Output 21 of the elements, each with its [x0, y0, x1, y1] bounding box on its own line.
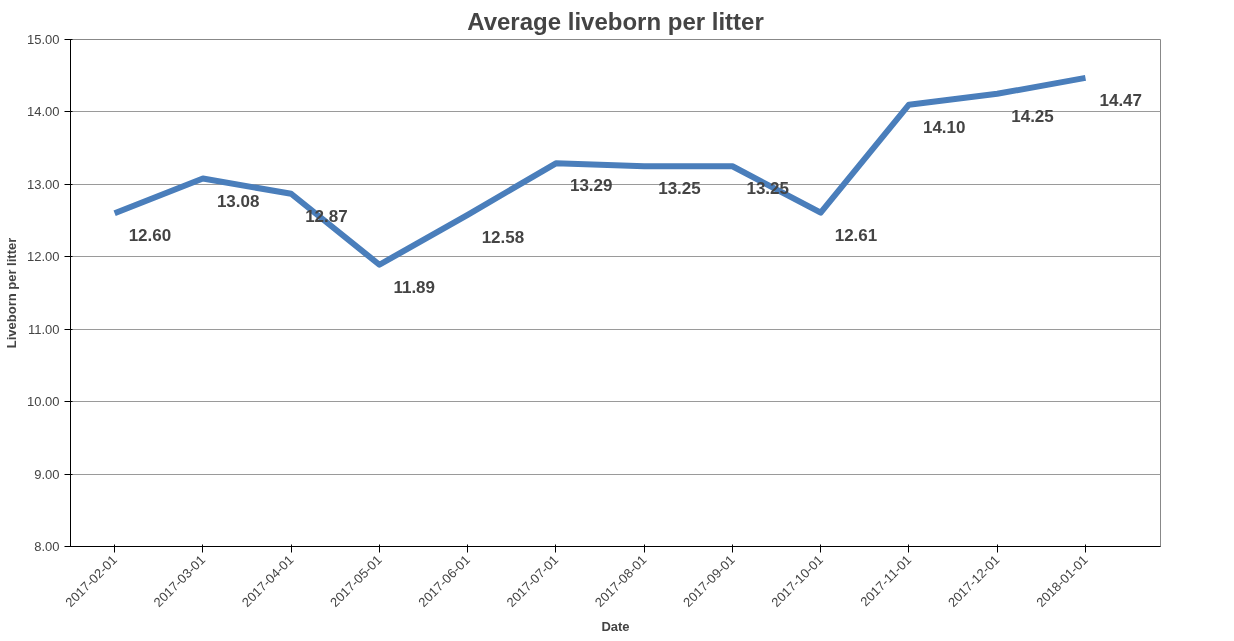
data-label: 14.10 [922, 117, 966, 137]
y-axis-title: Liveborn per litter [3, 237, 19, 349]
y-tick-label: 10.00 [26, 394, 60, 410]
data-label: 12.58 [481, 227, 525, 247]
data-label: 12.60 [128, 226, 172, 246]
chart-title: Average liveborn per litter [467, 7, 764, 35]
data-label: 14.47 [1099, 90, 1143, 110]
y-tick-label: 13.00 [26, 176, 60, 192]
y-tick-label: 9.00 [34, 466, 60, 482]
data-label: 13.29 [569, 176, 613, 196]
data-label: 12.61 [834, 225, 878, 245]
y-tick-label: 11.00 [27, 321, 60, 337]
y-tick-label: 15.00 [26, 32, 60, 47]
y-tick-label: 8.00 [34, 539, 60, 554]
data-label: 13.08 [216, 191, 260, 211]
y-tick-label: 12.00 [26, 249, 60, 265]
x-axis-title: Date [601, 618, 630, 634]
data-label: 14.25 [1011, 106, 1054, 126]
y-tick-label: 14.00 [26, 104, 60, 120]
data-label: 11.89 [393, 277, 436, 297]
data-label: 13.25 [658, 179, 701, 199]
